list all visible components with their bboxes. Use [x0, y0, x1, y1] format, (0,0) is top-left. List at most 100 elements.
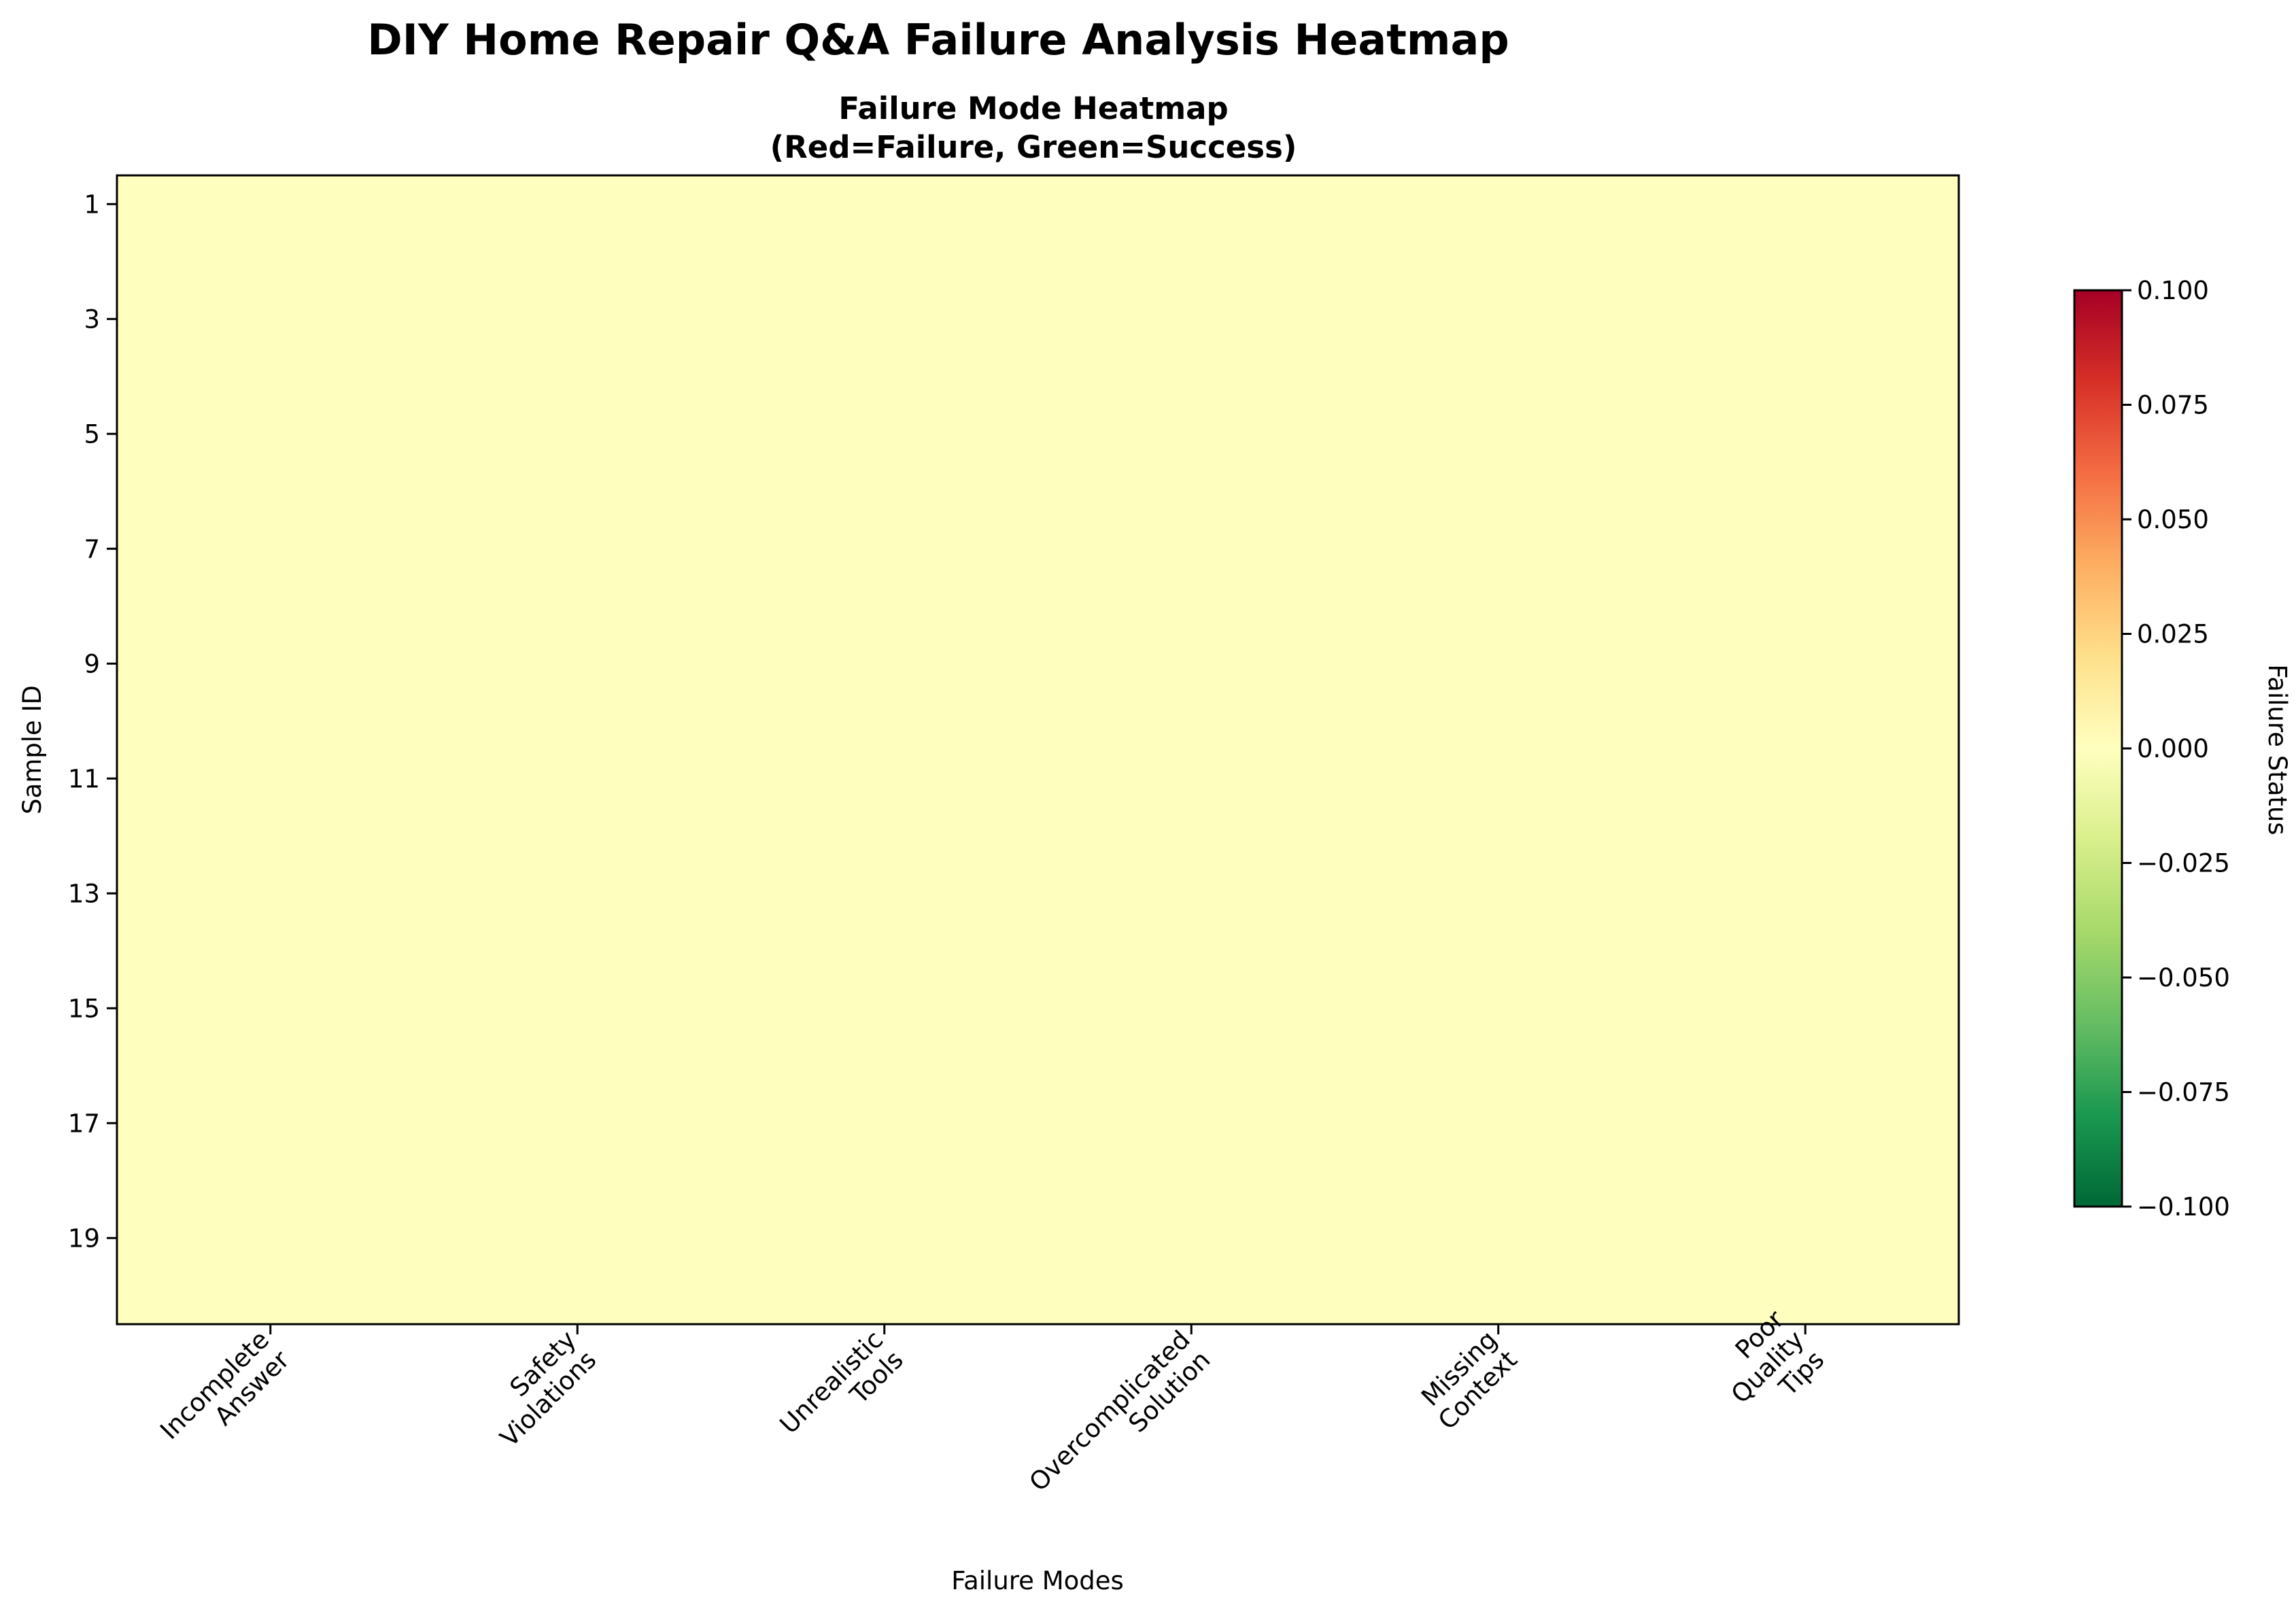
- y-tick-label: 19: [68, 1224, 100, 1253]
- heatmap-cell: [1038, 1209, 1346, 1267]
- colorbar-tick-label: 0.000: [2137, 734, 2209, 763]
- heatmap-cell: [117, 405, 424, 463]
- heatmap-cell: [117, 750, 424, 808]
- heatmap-cell: [117, 1152, 424, 1210]
- heatmap-cell: [1345, 462, 1652, 521]
- heatmap-cell: [117, 290, 424, 348]
- heatmap-cell: [1345, 520, 1652, 578]
- heatmap-cell: [117, 1266, 424, 1325]
- heatmap-cell: [1345, 175, 1652, 233]
- heatmap-cell: [731, 980, 1038, 1037]
- colorbar-tick-label: −0.100: [2137, 1192, 2230, 1222]
- heatmap-cell: [1038, 635, 1346, 693]
- heatmap-cell: [117, 980, 424, 1037]
- heatmap-cell: [117, 347, 424, 406]
- y-tick-label: 5: [84, 419, 100, 449]
- heatmap-cell: [731, 175, 1038, 233]
- chart-subtitle: (Red=Failure, Green=Success): [770, 129, 1297, 165]
- heatmap-cell: [424, 807, 732, 865]
- heatmap-cell: [424, 1209, 732, 1267]
- heatmap-cell: [1038, 1266, 1346, 1325]
- heatmap-cell: [1651, 232, 1959, 291]
- colorbar-tick-label: 0.075: [2137, 391, 2209, 420]
- heatmap-cell: [1038, 750, 1346, 808]
- heatmap-cell: [1651, 1266, 1959, 1325]
- heatmap-cell: [1345, 980, 1652, 1037]
- heatmap-cell: [1038, 922, 1346, 980]
- heatmap-cell: [1345, 922, 1652, 980]
- heatmap-cell: [1038, 175, 1346, 233]
- colorbar-tick-label: 0.025: [2137, 620, 2209, 649]
- heatmap-cell: [1651, 807, 1959, 865]
- x-tick-label: OvercomplicatedSolution: [1024, 1325, 1216, 1517]
- heatmap-cell: [424, 520, 732, 578]
- heatmap-cell: [1651, 520, 1959, 578]
- heatmap-cell: [1345, 347, 1652, 406]
- heatmap-cell: [1345, 577, 1652, 636]
- heatmap-cell: [117, 865, 424, 922]
- y-tick-label: 3: [84, 305, 100, 334]
- heatmap-cell: [117, 175, 424, 233]
- y-tick-label: 11: [68, 764, 100, 793]
- heatmap-cell: [1038, 692, 1346, 750]
- heatmap-cell: [1345, 635, 1652, 693]
- heatmap-cell: [424, 635, 732, 693]
- heatmap-cell: [731, 290, 1038, 348]
- heatmap-cell: [731, 1152, 1038, 1210]
- heatmap-cell: [424, 405, 732, 463]
- heatmap-cell: [731, 1037, 1038, 1095]
- y-tick-label: 13: [68, 879, 100, 908]
- heatmap-cell: [731, 750, 1038, 808]
- plot-frame: [116, 174, 1960, 1326]
- heatmap-cell: [1651, 980, 1959, 1037]
- heatmap-cell: [424, 1037, 732, 1095]
- heatmap-cell: [731, 635, 1038, 693]
- colorbar-label: Failure Status: [2263, 664, 2292, 835]
- heatmap-cell: [117, 232, 424, 291]
- heatmap-cell: [1345, 1037, 1652, 1095]
- heatmap-cell: [1651, 577, 1959, 636]
- heatmap-cell: [1038, 347, 1346, 406]
- y-tick-label: 1: [84, 190, 100, 219]
- colorbar-tick-label: −0.075: [2137, 1078, 2230, 1107]
- heatmap-cell: [1651, 1037, 1959, 1095]
- heatmap-cell: [731, 462, 1038, 521]
- heatmap-cell: [1651, 750, 1959, 808]
- heatmap-cell: [424, 750, 732, 808]
- heatmap-cell: [1651, 865, 1959, 922]
- heatmap-cell: [1651, 692, 1959, 750]
- heatmap-cell: [731, 1266, 1038, 1325]
- heatmap-cell: [117, 692, 424, 750]
- heatmap-cell: [1038, 232, 1346, 291]
- heatmap-cell: [1038, 1094, 1346, 1152]
- heatmap-cell: [117, 520, 424, 578]
- heatmap-cell: [424, 347, 732, 406]
- figure-title: DIY Home Repair Q&A Failure Analysis Hea…: [367, 15, 1509, 65]
- heatmap-cell: [1345, 405, 1652, 463]
- heatmap-cell: [424, 1152, 732, 1210]
- heatmap-cell: [1038, 980, 1346, 1037]
- y-tick-label: 17: [68, 1109, 100, 1138]
- heatmap-cell: [731, 1209, 1038, 1267]
- heatmap-cell: [1345, 750, 1652, 808]
- heatmap-cell: [1651, 1152, 1959, 1210]
- heatmap-cell: [1651, 462, 1959, 521]
- heatmap-cell: [424, 1094, 732, 1152]
- heatmap-cell: [1038, 807, 1346, 865]
- heatmap-cell: [731, 1094, 1038, 1152]
- colorbar-ticks: −0.100 −0.075 −0.050 −0.025 0.000 0.025 0.050 0…: [2122, 276, 2230, 1222]
- heatmap-cell: [1038, 1037, 1346, 1095]
- heatmap-cell: [117, 635, 424, 693]
- heatmap-cell: [1345, 692, 1652, 750]
- heatmap-cell: [117, 807, 424, 865]
- heatmap-cell: [1038, 462, 1346, 521]
- heatmap-cell: [117, 1037, 424, 1095]
- heatmap-cell: [117, 1094, 424, 1152]
- heatmap-cell: [1651, 1094, 1959, 1152]
- heatmap-cell: [731, 520, 1038, 578]
- heatmap-cell: [1651, 922, 1959, 980]
- heatmap-cell: [117, 1209, 424, 1267]
- heatmap-cell: [1345, 807, 1652, 865]
- heatmap-cell: [1345, 865, 1652, 922]
- colorbar: [2073, 289, 2123, 1208]
